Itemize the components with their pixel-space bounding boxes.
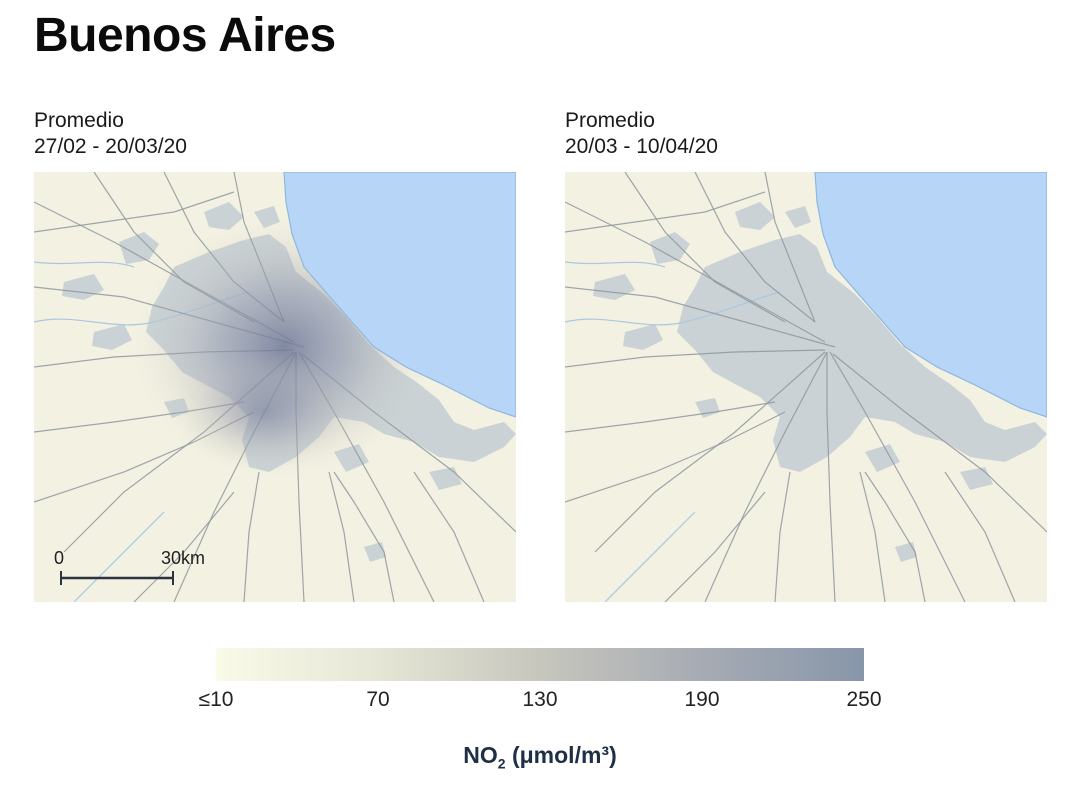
panel-label-dates: 20/03 - 10/04/20	[565, 135, 718, 158]
colorbar-unit-label: NO2 (μmol/m³)	[463, 742, 617, 772]
panel-label-dates: 27/02 - 20/03/20	[34, 135, 187, 158]
map-image	[34, 172, 516, 602]
page-title: Buenos Aires	[34, 9, 336, 62]
map-image	[565, 172, 1047, 602]
panel-label-after: Promedio 20/03 - 10/04/20	[565, 108, 718, 160]
panel-label-title: Promedio	[565, 109, 655, 132]
colorbar-tick-label: 190	[684, 688, 720, 711]
map-panel-before: 0 30km	[34, 172, 516, 602]
panel-label-before: Promedio 27/02 - 20/03/20	[34, 108, 187, 160]
colorbar-tick-label: ≤10	[198, 688, 234, 711]
colorbar-tick-label: 250	[846, 688, 882, 711]
map-panel-after	[565, 172, 1047, 602]
colorbar-tick-label: 70	[366, 688, 390, 711]
colorbar-tick-label: 130	[522, 688, 558, 711]
colorbar	[216, 648, 864, 681]
panel-label-title: Promedio	[34, 109, 124, 132]
